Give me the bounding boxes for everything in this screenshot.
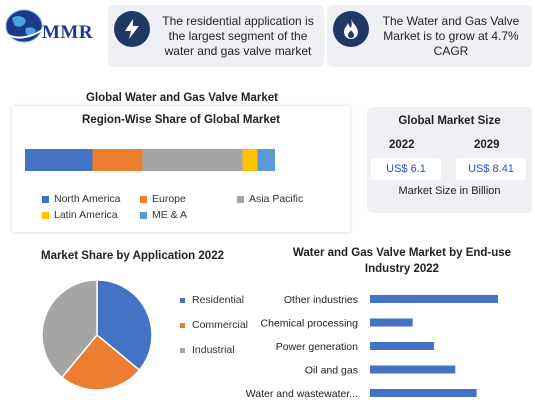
enduse-bar: [370, 342, 434, 350]
enduse-category-label: Water and wastewater...: [246, 388, 358, 400]
legend-north-america: North America: [42, 193, 121, 205]
enduse-chart-title: Water and Gas Valve Market by End-use In…: [272, 245, 532, 277]
legend-label: Commercial: [192, 319, 249, 331]
region-chart-title: Region-Wise Share of Global Market: [82, 114, 280, 126]
legend-label: Latin America: [54, 209, 118, 221]
legend-swatch: [42, 211, 49, 219]
enduse-title-text: Water and Gas Valve Market by End-use In…: [292, 247, 512, 275]
pie-slice-commercial: [60, 333, 141, 391]
region-segment-latin-america: [242, 149, 258, 171]
market-size-note: Market Size in Billion: [398, 185, 501, 197]
enduse-bar-chart: Other industries Chemical processing Power…: [246, 294, 498, 400]
enduse-category-label: Other industries: [284, 294, 358, 306]
region-segment-me-a: [257, 149, 275, 171]
legend-swatch: [42, 195, 49, 203]
region-stacked-bar: [25, 149, 275, 171]
legend-asia-pacific: Asia Pacific: [237, 193, 303, 205]
pie-slice-industrial: [41, 279, 98, 379]
pie-chart-title: Market Share by Application 2022: [40, 250, 224, 262]
enduse-category-label: Chemical processing: [261, 318, 359, 330]
pie-legend-residential: Residential: [180, 294, 244, 306]
legend-label: Asia Pacific: [249, 193, 304, 205]
region-chart: Region-Wise Share of Global Market North…: [12, 106, 350, 232]
enduse-bar: [370, 318, 413, 327]
legend-label: Europe: [152, 193, 186, 205]
year-end: 2029: [474, 139, 500, 151]
year-start: 2022: [389, 139, 415, 151]
region-segment-asia-pacific: [142, 149, 243, 171]
value-end: US$ 8.41: [456, 158, 526, 180]
insight-card-cagr: The Water and Gas Valve Market is to gro…: [327, 5, 532, 67]
enduse-bar: [370, 389, 477, 397]
enduse-bar: [370, 365, 456, 374]
legend-swatch: [237, 195, 244, 203]
logo-text: MMR: [42, 22, 94, 43]
legend-swatch: [140, 195, 147, 203]
legend-europe: Europe: [140, 193, 186, 205]
enduse-category-label: Oil and gas: [305, 365, 358, 377]
legend-label: Industrial: [192, 344, 235, 356]
enduse-bar: [370, 295, 498, 303]
pie-legend-commercial: Commercial: [180, 319, 248, 331]
application-pie-chart: [41, 279, 153, 391]
market-size-card: Global Market Size 2022 2029 US$ 6.1 US$…: [367, 107, 532, 213]
card-text: The residential application is the large…: [162, 14, 314, 58]
legend-label: North America: [54, 193, 121, 205]
region-section-title: Global Water and Gas Valve Market: [86, 92, 278, 104]
insight-card-residential: The residential application is the large…: [108, 5, 324, 67]
legend-label: Residential: [192, 294, 244, 306]
pie-slice-residential: [96, 279, 153, 372]
flame-icon: [333, 11, 369, 47]
legend-swatch: [140, 211, 147, 219]
legend-latin-america: Latin America: [42, 209, 118, 221]
region-segment-north-america: [25, 149, 93, 171]
globe-icon: [5, 9, 49, 43]
legend-me-a: ME & A: [140, 209, 187, 221]
legend-label: ME & A: [152, 209, 188, 221]
lightning-icon: [114, 11, 150, 47]
value-start: US$ 6.1: [371, 158, 441, 180]
mmr-logo: MMR: [2, 4, 102, 48]
card-text: The Water and Gas Valve Market is to gro…: [382, 14, 520, 58]
region-segment-europe: [92, 149, 143, 171]
pie-legend-industrial: Industrial: [180, 344, 235, 356]
enduse-category-label: Power generation: [276, 341, 358, 353]
market-size-title: Global Market Size: [398, 115, 501, 127]
